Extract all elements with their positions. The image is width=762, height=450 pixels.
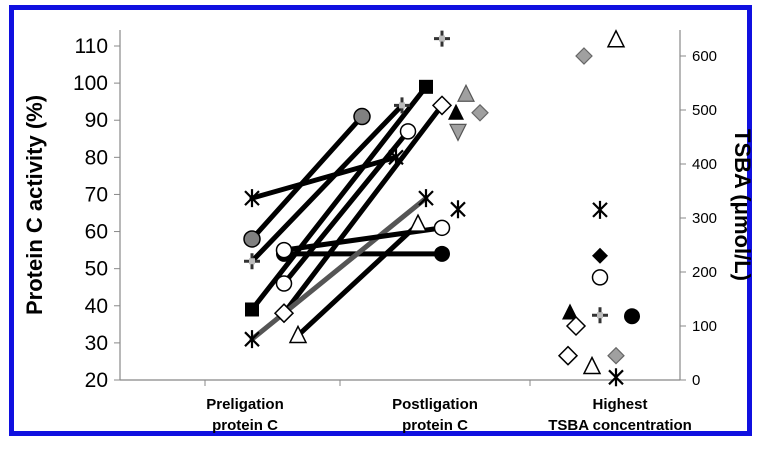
- gray-diamond-marker: [607, 346, 625, 365]
- y-tick-label: 100: [73, 72, 108, 95]
- gray-diamond-marker: [575, 47, 593, 65]
- paired-line: [249, 154, 399, 201]
- y-tick-label: 50: [85, 258, 108, 281]
- y-tick-label: 70: [85, 183, 108, 206]
- open-circle-marker: [433, 219, 451, 237]
- category-label: protein C: [212, 417, 278, 434]
- paired-line: [281, 102, 445, 316]
- data-markers: [243, 29, 640, 387]
- gray-diamond-marker: [471, 103, 489, 122]
- open-circle-marker: [399, 123, 417, 140]
- plus-marker: [434, 30, 450, 47]
- open-triangle-marker: [288, 324, 308, 344]
- open-diamond-marker: [431, 95, 453, 116]
- y2-tick-label: 200: [692, 264, 717, 281]
- filled-circle-marker: [624, 308, 640, 325]
- right-ticks: 0 100 200 300 400 500 600: [680, 48, 717, 389]
- filled-square-marker: [245, 302, 259, 317]
- open-triangle-marker: [606, 29, 626, 48]
- category-label: protein C: [402, 417, 468, 434]
- open-circle-marker: [275, 241, 293, 259]
- filled-diamond-marker: [592, 247, 608, 264]
- y-tick-label: 30: [85, 332, 108, 355]
- open-circle-marker: [275, 275, 293, 292]
- plus-marker: [394, 97, 410, 114]
- filled-square-marker: [419, 79, 433, 94]
- y-tick-label: 90: [85, 109, 108, 132]
- open-diamond-marker: [273, 303, 295, 324]
- y2-axis-label: TSBA (μmol/L): [730, 129, 755, 281]
- asterisk-marker: [244, 189, 260, 208]
- gray-circle-marker: [243, 230, 261, 248]
- paired-line: [249, 114, 365, 242]
- open-circle-marker: [591, 269, 609, 286]
- asterisk-marker: [418, 189, 434, 208]
- paired-line: [295, 221, 421, 338]
- filled-circle-marker: [434, 245, 450, 262]
- category-label: TSBA concentration: [548, 417, 692, 434]
- open-diamond-marker: [557, 345, 579, 366]
- y-tick-label: 80: [85, 146, 108, 169]
- category-label: Highest: [592, 396, 647, 413]
- open-diamond-marker: [565, 315, 587, 337]
- chart-frame: [9, 5, 752, 436]
- y2-tick-label: 600: [692, 48, 717, 65]
- asterisk-marker: [388, 148, 404, 167]
- category-label: Preligation: [206, 396, 284, 413]
- y-tick-label: 110: [75, 35, 108, 58]
- y-tick-label: 40: [85, 295, 108, 318]
- y2-tick-label: 300: [692, 210, 717, 227]
- open-triangle-marker: [582, 355, 602, 375]
- category-labels: Preligation protein C Postligation protein …: [204, 380, 692, 434]
- asterisk-marker: [244, 330, 260, 349]
- paired-line: [249, 102, 405, 264]
- y2-tick-label: 500: [692, 102, 717, 119]
- y-axis-label: Protein C activity (%): [22, 95, 47, 315]
- paired-line: [249, 84, 429, 312]
- category-label: Postligation: [392, 396, 478, 413]
- y-tick-label: 60: [85, 221, 108, 244]
- left-ticks: 20 30 40 50 60 70 80 90 100 110: [73, 35, 120, 392]
- filled-triangle-marker: [562, 303, 578, 320]
- axes: [119, 30, 681, 381]
- filled-triangle-marker: [448, 103, 464, 120]
- gray-circle-marker: [353, 107, 371, 126]
- asterisk-marker: [450, 200, 466, 219]
- paired-line: [281, 128, 411, 287]
- y2-tick-label: 400: [692, 156, 717, 173]
- asterisk-marker: [608, 368, 624, 387]
- gray-down-triangle-marker: [449, 123, 467, 142]
- asterisk-marker: [592, 200, 608, 219]
- plus-marker: [592, 307, 608, 324]
- y2-tick-label: 0: [692, 372, 700, 389]
- open-triangle-marker: [408, 213, 428, 232]
- gray-triangle-marker: [457, 83, 475, 102]
- paired-lines: [249, 84, 445, 342]
- y-tick-label: 20: [85, 369, 108, 392]
- plus-marker: [244, 253, 260, 270]
- y2-tick-label: 100: [692, 318, 717, 335]
